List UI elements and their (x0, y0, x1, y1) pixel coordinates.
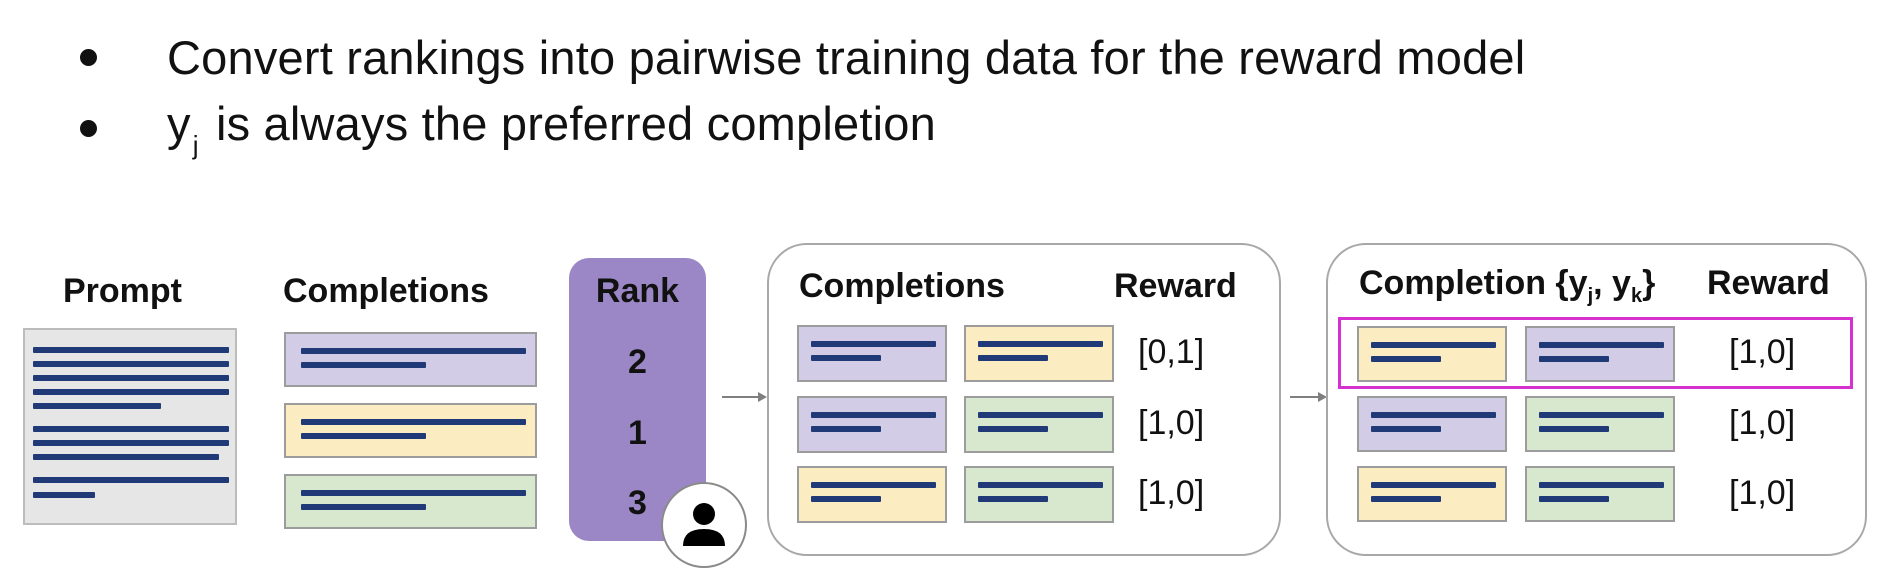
pairs-completions-heading: Completions (799, 267, 1005, 305)
preferred-pair-highlight (1338, 317, 1853, 389)
rank-value: 3 (628, 484, 647, 522)
completion-card-green (284, 474, 537, 529)
rank-value: 1 (628, 414, 647, 452)
bullet-2-rest: is always the preferred completion (202, 97, 936, 150)
ordered-card-yellow (1357, 326, 1507, 382)
bullet-2-prefix: y (167, 97, 191, 150)
user-icon (661, 482, 747, 568)
arrow-head-icon (1318, 392, 1327, 402)
ordered-reward: [1,0] (1729, 474, 1796, 512)
pair-reward: [1,0] (1138, 404, 1205, 442)
pairs-reward-heading: Reward (1114, 267, 1237, 305)
ordered-reward: [1,0] (1729, 404, 1796, 442)
pair-card-yellow (964, 325, 1114, 382)
ordered-card-purple (1525, 326, 1675, 382)
pair-card-purple (797, 325, 947, 382)
rank-value: 2 (628, 343, 647, 381)
bullet-1: Convert rankings into pairwise training … (80, 30, 1525, 85)
pair-card-purple (797, 396, 947, 453)
pair-card-yellow (797, 466, 947, 523)
bullet-dot-icon (80, 49, 97, 66)
arrow-connector (722, 396, 760, 398)
bullet-1-text: Convert rankings into pairwise training … (167, 31, 1526, 84)
bullet-2-text: yj is always the preferred completion (167, 96, 936, 161)
pair-reward: [0,1] (1138, 333, 1205, 371)
ordered-card-green (1525, 396, 1675, 452)
prompt-document (23, 328, 237, 525)
pair-reward: [1,0] (1138, 474, 1205, 512)
arrow-connector (1290, 396, 1320, 398)
prompt-heading: Prompt (63, 272, 182, 310)
ordered-reward: [1,0] (1729, 333, 1796, 371)
completion-card-purple (284, 332, 537, 387)
completions-heading: Completions (283, 272, 489, 310)
ordered-card-yellow (1357, 466, 1507, 522)
bullet-dot-icon (80, 120, 97, 137)
ordered-reward-heading: Reward (1707, 264, 1830, 302)
ordered-completion-heading: Completion {yj, yk} (1359, 264, 1656, 307)
ordered-card-purple (1357, 396, 1507, 452)
bullet-2: yj is always the preferred completion (80, 96, 936, 161)
completion-card-yellow (284, 403, 537, 458)
bullet-2-subscript: j (192, 130, 199, 160)
pair-card-green (964, 466, 1114, 523)
pair-card-green (964, 396, 1114, 453)
ordered-card-green (1525, 466, 1675, 522)
rank-heading: Rank (595, 272, 680, 310)
arrow-head-icon (758, 392, 767, 402)
